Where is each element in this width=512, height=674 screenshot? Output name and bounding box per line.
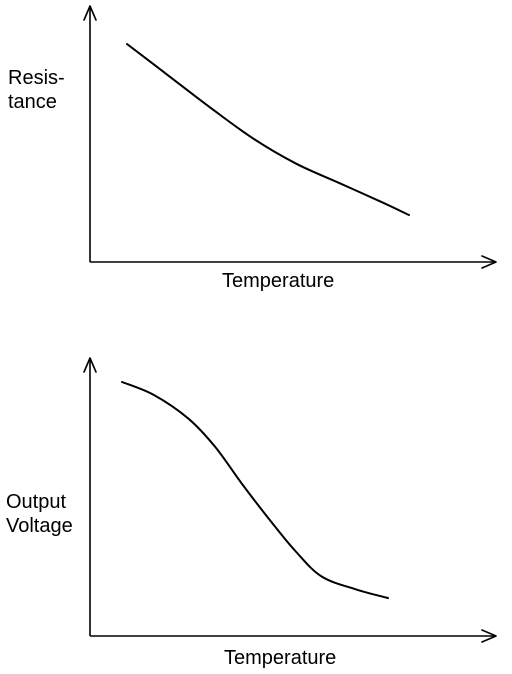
x-axis-label: Temperature [224,647,336,669]
x-axis-arrow [481,629,497,643]
output-voltage-curve [121,381,389,599]
y-axis-label-line-1: Resis- [8,67,65,89]
y-axis-label-line-1: Output [6,491,66,513]
chart-output-voltage-panel: Output Voltage Temperature [6,357,497,669]
x-axis-arrow [481,255,497,269]
y-axis-arrow [83,5,97,21]
y-axis-label-line-2: Voltage [6,515,73,537]
x-axis-label: Temperature [222,270,334,292]
y-axis-label-line-2: tance [8,91,57,113]
chart-resistance-panel: Resis- tance Temperature [8,5,497,292]
resistance-curve [126,43,410,216]
y-axis-arrow [83,357,97,373]
